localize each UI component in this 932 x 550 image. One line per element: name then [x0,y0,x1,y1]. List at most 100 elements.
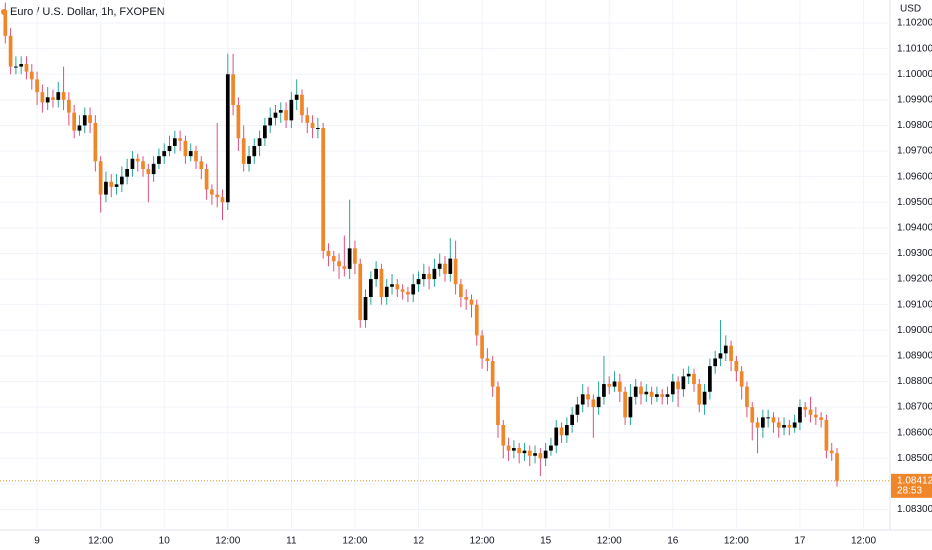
candle-body [686,373,691,377]
candle-body [549,445,553,451]
candle-body [798,407,802,423]
x-tick-label: 10 [159,536,171,547]
candle-body [3,10,8,36]
candle-body [326,250,331,257]
candle-body [448,258,453,274]
candle-body [268,117,273,126]
y-tick-label: 1.09500 [897,197,932,208]
candle-body [835,453,839,481]
candle-body [522,450,527,454]
candle-body [183,140,188,157]
x-tick-label: 12:00 [215,536,240,547]
candle-body [390,284,394,287]
candle-body [337,261,341,267]
x-tick-label: 15 [540,536,552,547]
candle-body [178,138,182,141]
candle-body [194,151,198,162]
y-tick-label: 1.09700 [897,146,932,157]
candle-body [501,425,506,446]
candle-body [443,263,447,274]
x-tick-label: 12:00 [470,536,495,547]
candle-body [310,122,315,129]
candle-body [215,194,220,198]
candle-body [755,422,760,428]
y-tick-label: 1.09400 [897,223,932,234]
candle-body [713,358,718,367]
candle-body [782,425,786,428]
candle-body [88,115,92,123]
candle-body [130,158,135,169]
y-tick-label: 1.08900 [897,351,932,362]
candle-body [824,419,829,451]
candle-body [607,384,612,387]
candle-body [729,345,733,362]
candle-body [51,97,55,100]
y-tick-label: 1.08300 [897,504,932,515]
y-tick-label: 1.09900 [897,94,932,105]
y-tick-label: 1.08700 [897,402,932,413]
candle-body [681,376,686,390]
y-tick-label: 1.09100 [897,299,932,310]
candle-body [225,74,230,203]
candle-body [612,381,617,387]
candle-body [697,384,702,405]
candle-body [135,158,140,162]
candle-body [761,417,765,428]
candle-body [342,266,347,269]
x-tick-label: 12 [413,536,425,547]
candle-body [602,384,606,397]
candle-body [564,425,569,436]
candle-body [374,268,378,280]
candle-body [459,284,463,298]
x-tick-label: 12:00 [597,536,622,547]
candle-body [24,64,29,72]
candle-body [427,273,431,280]
candle-body [432,268,437,280]
candle-body [56,92,61,100]
candle-body [19,64,24,67]
axis-unit: USD [900,4,921,15]
candle-body [570,414,574,426]
candle-body [591,399,596,408]
candle-body [808,409,813,415]
candle-body [803,407,808,410]
x-tick-label: 12:00 [88,536,113,547]
y-tick-label: 1.09000 [897,325,932,336]
candle-body [331,256,336,262]
candle-body [517,448,522,454]
candle-body [617,381,622,392]
candle-body [347,248,352,269]
candle-body [559,427,564,436]
candle-body [14,66,18,68]
candle-body [305,115,310,123]
candle-body [395,284,400,290]
candle-body [8,35,13,67]
last-price-box [891,473,932,498]
candle-body [464,297,469,300]
candle-body [506,445,511,451]
candle-body [639,386,643,395]
candle-body [453,258,458,285]
candle-body [157,156,161,164]
candle-body [586,394,590,400]
candle-body [167,145,172,152]
last-price-label: 1.08412 [897,475,932,486]
candle-body [300,94,304,116]
candle-body [718,353,723,359]
candle-body [263,125,267,139]
candle-body [82,115,87,126]
candle-body [670,381,675,395]
candle-body [819,417,823,420]
candle-body [294,94,299,100]
candle-body [649,391,654,397]
candle-body [98,161,103,195]
candle-body [623,391,627,418]
y-tick-label: 1.08500 [897,453,932,464]
candle-body [151,163,156,175]
candle-body [580,394,585,405]
candle-body [289,99,294,121]
y-tick-label: 1.08800 [897,376,932,387]
candle-body [247,156,251,164]
